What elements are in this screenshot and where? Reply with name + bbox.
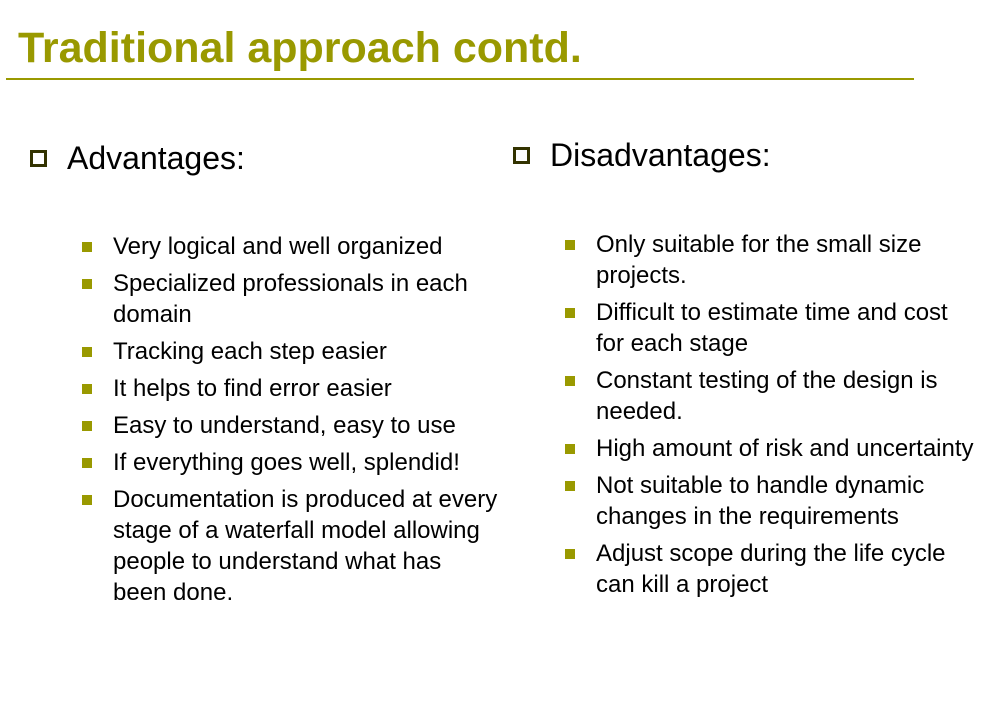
list-item: Adjust scope during the life cycle can k… [565,538,981,600]
disadvantage-text: Not suitable to handle dynamic changes i… [596,472,925,530]
advantages-heading: Advantages: [67,140,245,176]
hollow-square-bullet-icon [513,146,530,164]
square-bullet-icon [565,240,575,250]
square-bullet-icon [565,376,575,386]
disadvantages-heading-row: Disadvantages: [513,135,981,175]
disadvantage-text: Difficult to estimate time and cost for … [596,299,948,357]
square-bullet-icon [82,495,92,505]
disadvantage-text: Adjust scope during the life cycle can k… [596,540,946,598]
advantage-text: If everything goes well, splendid! [113,449,460,476]
square-bullet-icon [82,347,92,357]
disadvantage-text: Constant testing of the design is needed… [596,367,938,425]
list-item: Not suitable to handle dynamic changes i… [565,470,981,532]
list-item: Documentation is produced at every stage… [82,484,500,608]
advantages-list: Very logical and well organized Speciali… [82,231,500,608]
disadvantage-text: High amount of risk and uncertainty [596,435,974,462]
list-item: If everything goes well, splendid! [82,447,500,478]
disadvantages-column: Disadvantages: Only suitable for the sma… [513,135,981,606]
list-item: Only suitable for the small size project… [565,229,981,291]
advantage-text: Easy to understand, easy to use [113,412,456,439]
disadvantages-heading: Disadvantages: [550,137,771,173]
list-item: Tracking each step easier [82,336,500,367]
list-item: Easy to understand, easy to use [82,410,500,441]
advantages-column: Advantages: Very logical and well organi… [30,138,500,614]
advantage-text: Specialized professionals in each domain [113,270,468,328]
advantages-heading-row: Advantages: [30,138,500,178]
advantage-text: Tracking each step easier [113,338,387,365]
square-bullet-icon [565,308,575,318]
square-bullet-icon [565,444,575,454]
slide-title: Traditional approach contd. [18,24,582,72]
advantage-text: Documentation is produced at every stage… [113,486,498,606]
disadvantages-list: Only suitable for the small size project… [565,229,981,600]
list-item: Very logical and well organized [82,231,500,262]
title-underline [6,78,914,80]
square-bullet-icon [565,549,575,559]
list-item: High amount of risk and uncertainty [565,433,981,464]
list-item: Constant testing of the design is needed… [565,365,981,427]
hollow-square-bullet-icon [30,149,47,167]
square-bullet-icon [82,421,92,431]
square-bullet-icon [82,458,92,468]
square-bullet-icon [82,384,92,394]
advantage-text: Very logical and well organized [113,233,443,260]
advantage-text: It helps to find error easier [113,375,392,402]
square-bullet-icon [82,279,92,289]
square-bullet-icon [82,242,92,252]
disadvantage-text: Only suitable for the small size project… [596,231,922,289]
list-item: Difficult to estimate time and cost for … [565,297,981,359]
square-bullet-icon [565,481,575,491]
list-item: It helps to find error easier [82,373,500,404]
list-item: Specialized professionals in each domain [82,268,500,330]
